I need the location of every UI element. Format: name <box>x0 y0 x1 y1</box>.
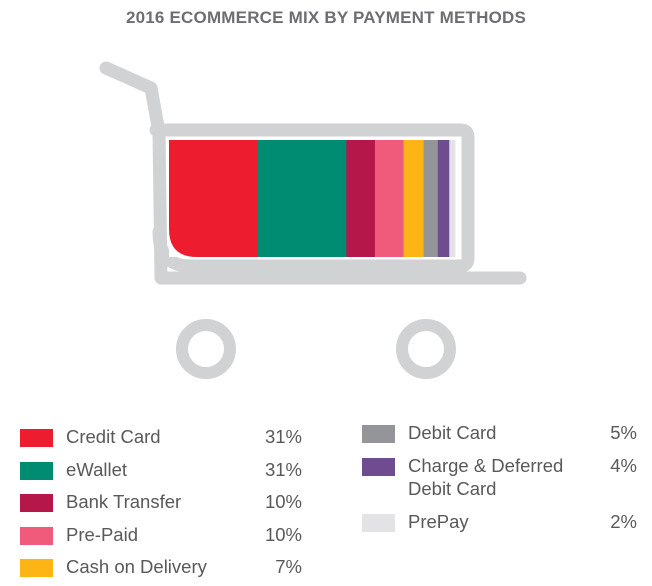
legend-swatch <box>20 429 53 447</box>
cart-wheel-right <box>396 319 456 379</box>
bar-corner-mask <box>169 229 197 257</box>
bar-segment-cash-on-delivery <box>403 140 424 257</box>
bar-segment-charge-deferred-debit-card <box>437 140 450 257</box>
legend-label: Bank Transfer <box>66 491 182 513</box>
legend-label: Credit Card <box>66 426 161 447</box>
cart-basket <box>149 123 475 273</box>
legend-value: 31% <box>264 426 302 447</box>
legend-label: eWallet <box>66 458 128 480</box>
legend-value: 31% <box>264 458 302 480</box>
legend-label: Charge & Deferred Debit Card <box>408 455 564 499</box>
legend-swatch <box>362 458 395 476</box>
legend-label: PrePay <box>408 511 469 532</box>
legend-value: 5% <box>610 422 637 443</box>
legend-swatch <box>20 526 53 545</box>
legend-swatch <box>362 425 395 443</box>
legend-value: 2% <box>610 511 637 532</box>
legend-label: Pre-Paid <box>66 523 138 545</box>
legend-swatch <box>362 514 395 532</box>
chart-title: 2016 ECOMMERCE MIX BY PAYMENT METHODS <box>125 8 527 27</box>
stacked-bar <box>169 140 456 257</box>
legend-label: Cash on Delivery <box>66 556 207 578</box>
legend-value: 10% <box>264 523 302 545</box>
legend-value: 7% <box>275 556 302 578</box>
legend-swatch <box>20 461 53 480</box>
legend-swatch <box>20 494 53 513</box>
legend-swatch <box>20 559 53 578</box>
shopping-cart-icon <box>99 61 527 379</box>
bar-segment-credit-card <box>169 140 259 257</box>
bar-segment-ewallet <box>257 140 347 257</box>
legend-value: 4% <box>610 455 637 476</box>
legend-label: Debit Card <box>408 422 497 443</box>
bar-segment-bank-transfer <box>346 140 376 257</box>
bar-segment-prepay <box>449 140 456 257</box>
cart-wheel-left <box>176 319 236 379</box>
bar-segment-pre-paid <box>374 140 404 257</box>
bar-segment-debit-card <box>423 140 439 257</box>
legend-value: 10% <box>264 491 302 513</box>
